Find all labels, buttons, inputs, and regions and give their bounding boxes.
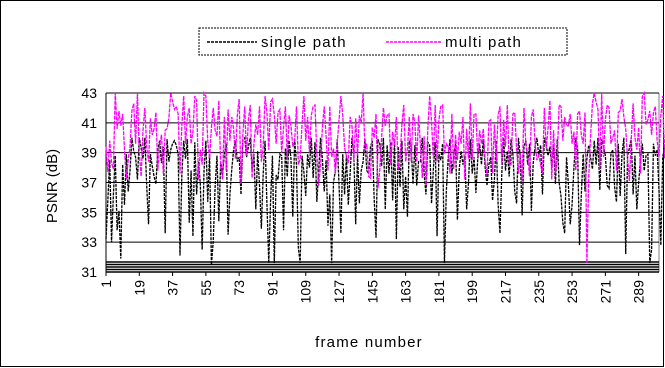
x-tick-label: 181	[431, 280, 447, 304]
y-tick-label: 43	[81, 85, 97, 101]
x-tick-label: 1	[98, 280, 114, 288]
series-line-multi-path	[105, 90, 665, 264]
x-tick-label: 253	[564, 280, 580, 304]
y-tick-label: 39	[81, 145, 97, 161]
x-tick-label: 91	[264, 280, 280, 296]
series-line-single-path	[105, 136, 665, 265]
x-tick-label: 127	[331, 280, 347, 304]
y-tick-labels: 31 33 35 37 39 41 43	[81, 85, 97, 280]
x-tick-label: 37	[165, 280, 181, 296]
x-tick-label: 109	[298, 280, 314, 304]
x-tick-labels: 1 19 37 55 73 91 109 127 145 163 181 199 217 235 253 27…	[98, 280, 647, 304]
y-axis-title: PSNR (dB)	[44, 149, 61, 223]
legend-label-single-path: single path	[261, 34, 347, 51]
legend: single path multi path	[198, 27, 568, 56]
y-tick-label: 35	[81, 204, 97, 220]
x-tick-label: 19	[131, 280, 147, 296]
legend-box	[198, 27, 568, 56]
y-tick-label: 31	[81, 264, 97, 280]
x-tick-label: 73	[231, 280, 247, 296]
y-tick-label: 41	[81, 115, 97, 131]
x-axis-title: frame number	[315, 334, 423, 351]
plot-area	[105, 90, 665, 265]
x-tick-label: 145	[364, 280, 380, 304]
x-tick-label: 199	[464, 280, 480, 304]
y-tick-label: 33	[81, 234, 97, 250]
legend-label-multi-path: multi path	[445, 34, 522, 51]
x-tick-label: 217	[497, 280, 513, 304]
x-tick-label: 163	[398, 280, 414, 304]
x-tick-label: 271	[597, 280, 613, 304]
y-tick-label: 37	[81, 175, 97, 191]
x-tick-label: 235	[531, 280, 547, 304]
x-tick-label: 55	[198, 280, 214, 296]
x-tick-label: 289	[631, 280, 647, 304]
